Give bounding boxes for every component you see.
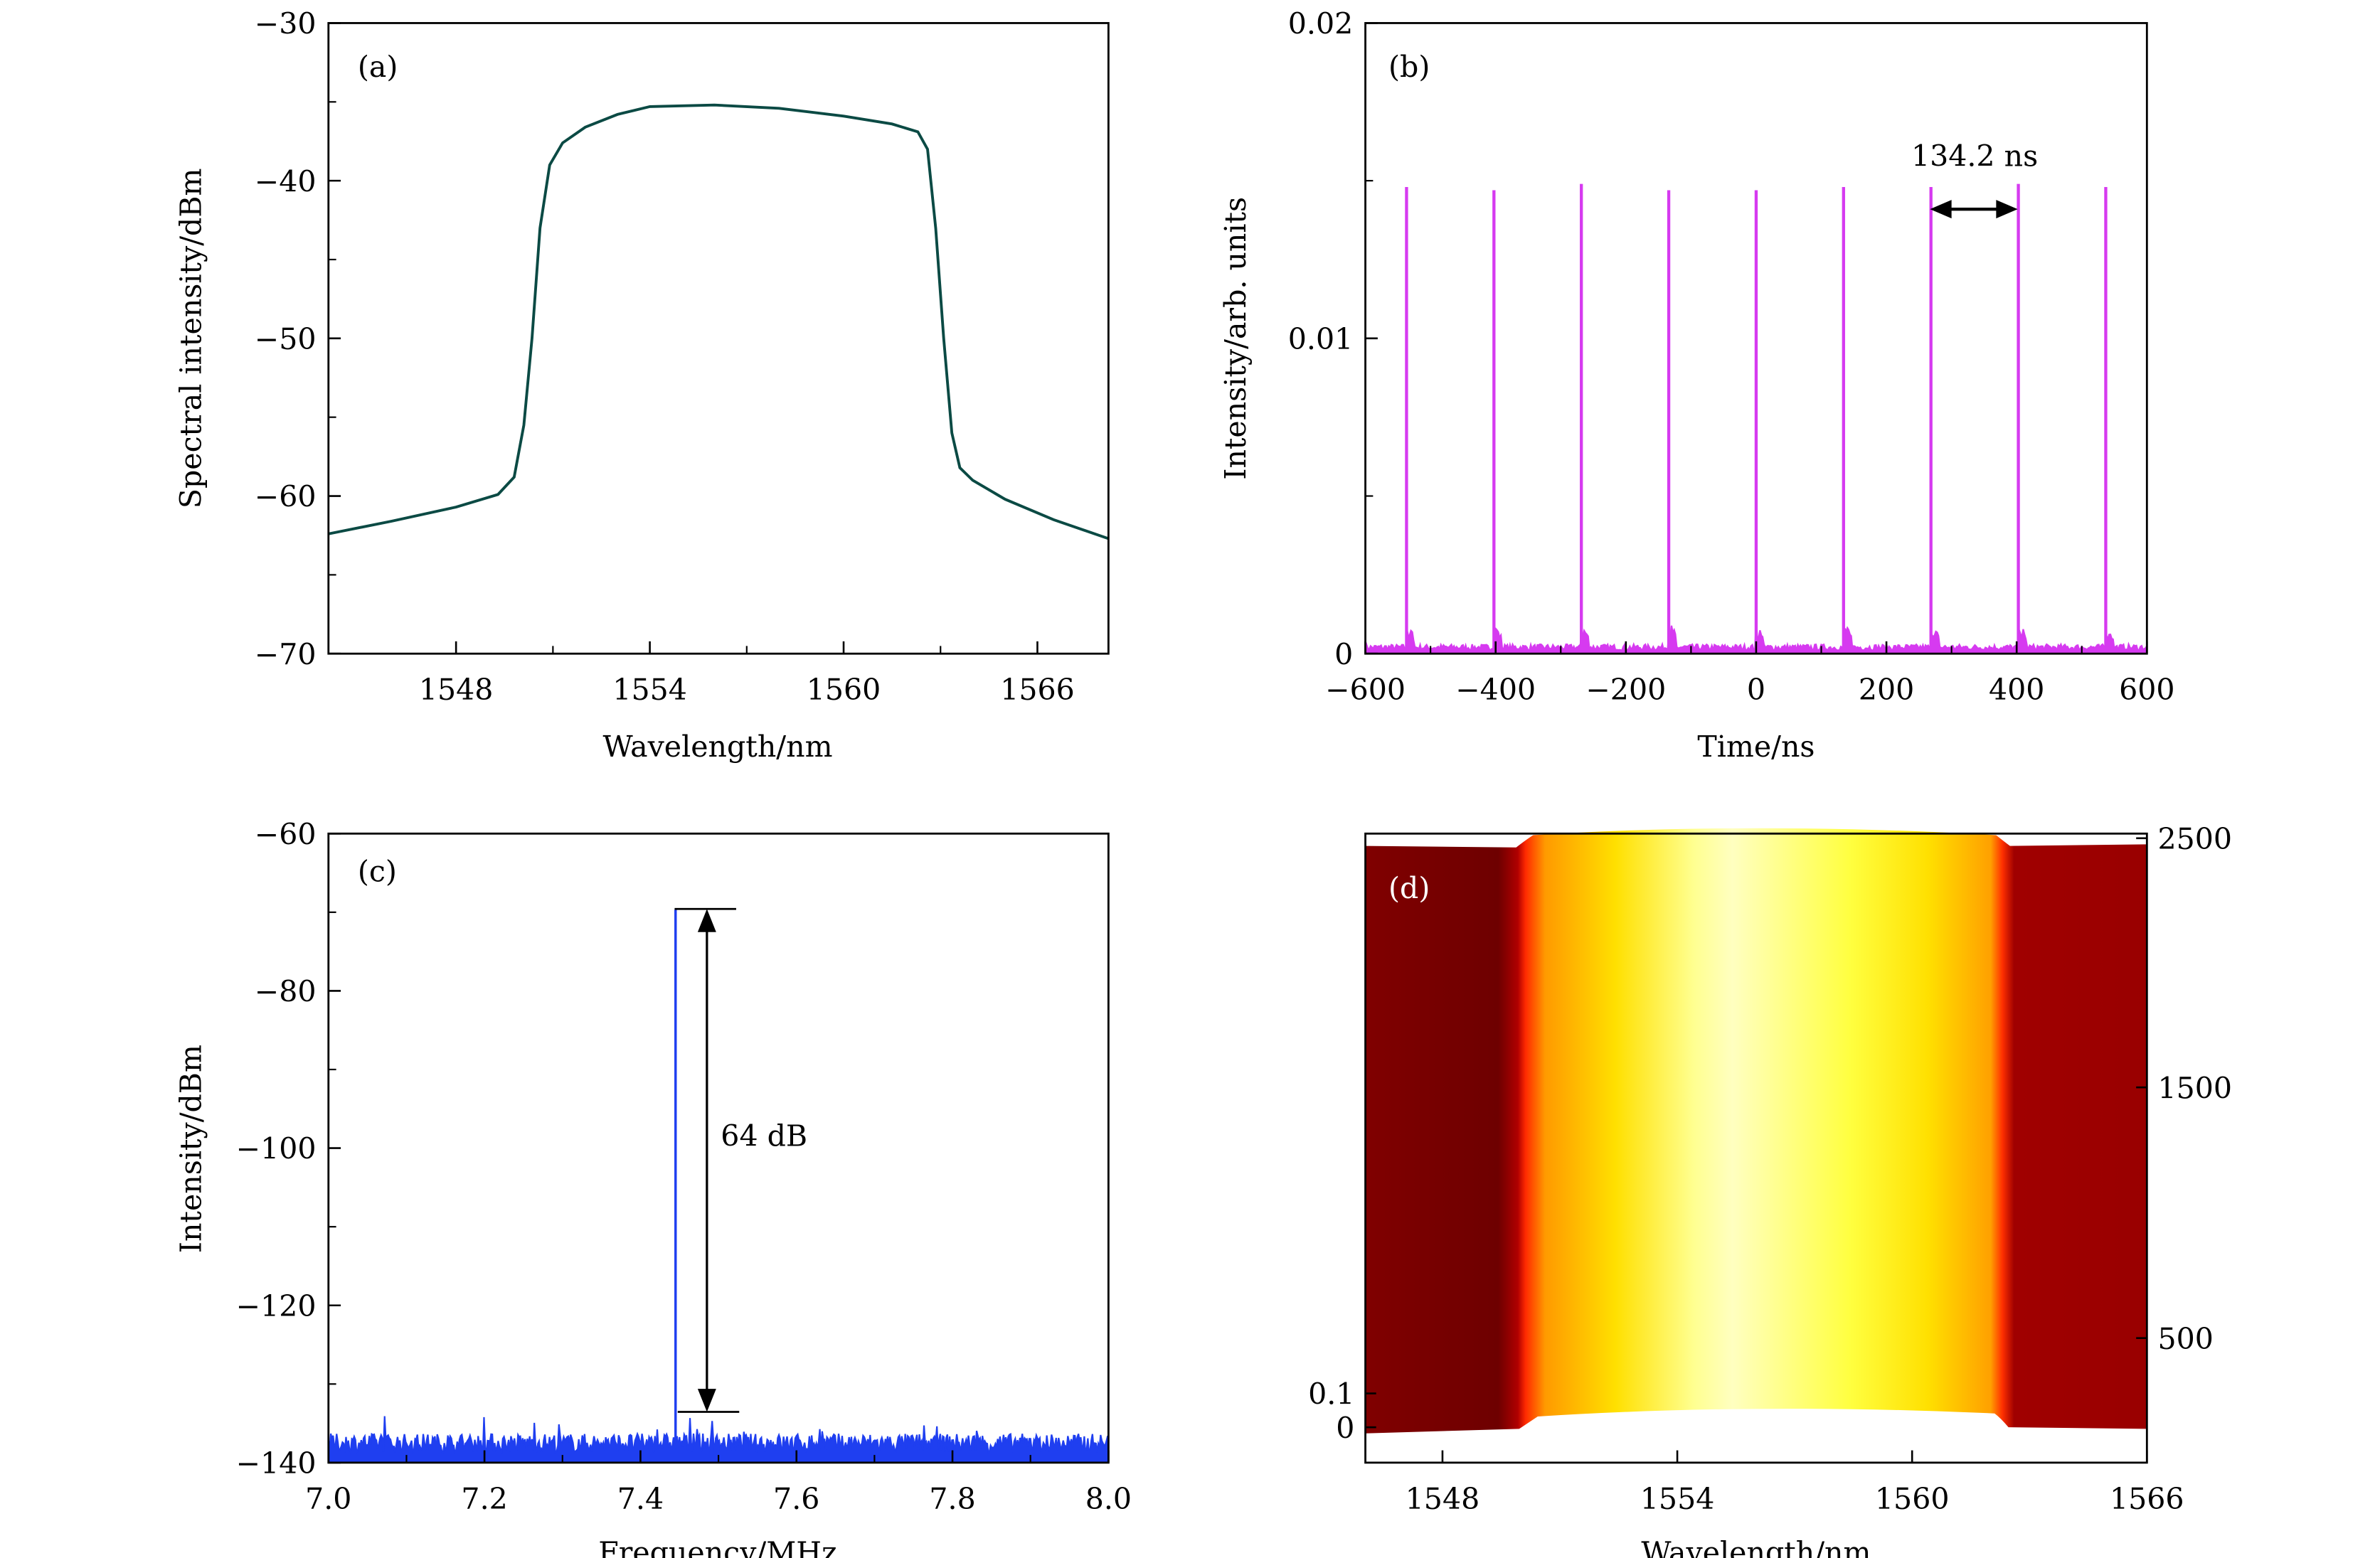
right-tick-label: 1500 bbox=[2157, 1071, 2232, 1105]
y-tick-label: 0.02 bbox=[1288, 7, 1353, 41]
left-tick-label: 0.1 bbox=[1308, 1377, 1354, 1412]
y-tick-label: −60 bbox=[255, 480, 317, 514]
y-tick-label: −140 bbox=[236, 1446, 317, 1480]
y-tick-label: 0 bbox=[1334, 637, 1353, 671]
snr-annotation: 64 dB bbox=[721, 1119, 807, 1153]
x-axis-label-c: Frequency/MHz bbox=[598, 1535, 837, 1558]
y-tick-label: −120 bbox=[236, 1289, 317, 1323]
plot-frame-a bbox=[327, 22, 1110, 655]
y-axis-label-a: Spectral intensity/dBm bbox=[174, 168, 208, 508]
x-tick-label: 200 bbox=[1859, 673, 1914, 707]
right-tick-label: 500 bbox=[2157, 1322, 2213, 1356]
x-tick-label: 7.2 bbox=[461, 1482, 507, 1516]
panel-d: 1548 1554 1560 1566 0.10 2500 1500 500 (d) Wave… bbox=[1308, 822, 2232, 1558]
y-tick-label: −30 bbox=[255, 7, 317, 41]
x-tick-label: 1560 bbox=[807, 673, 881, 707]
x-tick-label: 7.6 bbox=[773, 1482, 819, 1516]
x-tick-label: 7.0 bbox=[305, 1482, 351, 1516]
heatmap-surface bbox=[1365, 828, 2147, 1434]
x-tick-label: 1554 bbox=[612, 673, 687, 707]
panel-c: 7.0 7.2 7.4 7.6 7.8 8.0 −60 −80 −100 −120 −140 64 … bbox=[174, 817, 1132, 1558]
plot-frame-c bbox=[327, 832, 1110, 1464]
x-tick-label: 0 bbox=[1747, 673, 1765, 707]
x-tick-label: −600 bbox=[1325, 673, 1406, 707]
y-tick-label: −80 bbox=[255, 975, 317, 1009]
x-axis-label-d: Wavelength/nm bbox=[1641, 1535, 1871, 1558]
x-tick-label: 7.8 bbox=[929, 1482, 975, 1516]
panel-a: 1548 1554 1560 1566 −30 −40 −50 −60 −70 (a) Wave… bbox=[174, 7, 1110, 764]
y-tick-label: −40 bbox=[255, 164, 317, 198]
x-tick-label: 1566 bbox=[2110, 1482, 2184, 1516]
plot-frame-b bbox=[1364, 22, 2148, 655]
period-arrow bbox=[1930, 200, 2018, 219]
snr-arrow bbox=[674, 907, 740, 1413]
x-tick-label: −200 bbox=[1585, 673, 1666, 707]
right-tick-label: 2500 bbox=[2157, 822, 2232, 856]
x-tick-label: 7.4 bbox=[617, 1482, 664, 1516]
y-axis-label-c: Intensity/dBm bbox=[174, 1045, 208, 1253]
y-tick-label: −50 bbox=[255, 322, 317, 356]
x-tick-label: 1566 bbox=[1000, 673, 1075, 707]
x-axis-label-b: Time/ns bbox=[1697, 730, 1815, 764]
left-tick-label: 0 bbox=[1336, 1411, 1354, 1445]
panel-label-a: (a) bbox=[358, 50, 398, 84]
x-tick-label: 8.0 bbox=[1085, 1482, 1132, 1516]
panel-label-b: (b) bbox=[1388, 50, 1430, 84]
y-tick-label: −70 bbox=[255, 637, 317, 671]
plot-frame-d bbox=[1364, 832, 2148, 1464]
y-tick-label: −100 bbox=[236, 1132, 317, 1166]
panel-label-c: (c) bbox=[358, 854, 397, 888]
noise-trace-c bbox=[327, 1416, 1110, 1463]
panel-label-d: (d) bbox=[1388, 871, 1430, 905]
x-axis-label-a: Wavelength/nm bbox=[602, 730, 832, 764]
x-tick-label: 600 bbox=[2119, 673, 2174, 707]
period-annotation: 134.2 ns bbox=[1911, 139, 2038, 174]
x-tick-label: 1548 bbox=[419, 673, 494, 707]
series-line-a bbox=[328, 103, 1110, 540]
panel-b: −600 −400 −200 0 200 400 600 0 0.01 0.02 (b) 134.… bbox=[1218, 7, 2175, 764]
y-tick-label: 0.01 bbox=[1288, 322, 1353, 356]
y-tick-label: −60 bbox=[255, 817, 317, 851]
x-tick-label: 1548 bbox=[1406, 1482, 1480, 1516]
x-tick-label: 1560 bbox=[1875, 1482, 1950, 1516]
y-axis-label-b: Intensity/arb. units bbox=[1218, 197, 1253, 480]
x-tick-label: 1554 bbox=[1640, 1482, 1715, 1516]
x-tick-label: 400 bbox=[1989, 673, 2044, 707]
x-tick-label: −400 bbox=[1455, 673, 1536, 707]
